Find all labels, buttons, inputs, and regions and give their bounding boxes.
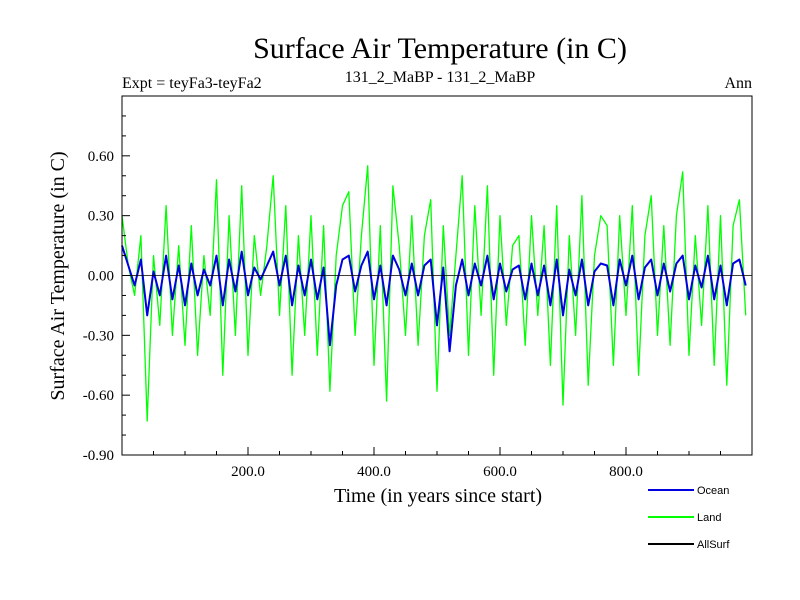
chart-title: Surface Air Temperature (in C)	[253, 32, 627, 65]
plot-lines	[121, 165, 747, 422]
y-tick-label: -0.30	[83, 328, 114, 344]
legend-label-land: Land	[697, 512, 721, 524]
x-tick-label: 200.0	[231, 464, 265, 480]
x-tick-label: 600.0	[483, 464, 517, 480]
x-axis-label: Time (in years since start)	[334, 485, 542, 507]
subtitle-center: 131_2_MaBP - 131_2_MaBP	[345, 69, 536, 86]
y-tick-label: 0.60	[88, 149, 114, 165]
subtitle-right: Ann	[724, 75, 752, 92]
x-tick-label: 400.0	[357, 464, 391, 480]
x-tick-label: 800.0	[609, 464, 643, 480]
subtitle-left: Expt = teyFa3-teyFa2	[122, 75, 262, 92]
series-line-ocean	[121, 245, 747, 353]
legend: Ocean Land AllSurf	[648, 485, 730, 551]
y-tick-label: -0.90	[83, 448, 114, 464]
y-axis-label: Surface Air Temperature (in C)	[47, 151, 69, 400]
legend-label-allsurf: AllSurf	[697, 539, 730, 551]
axis-ticks: 200.0 400.0 600.0 800.0 -0.90 -0.60 -0.30 0.00 0…	[83, 95, 721, 480]
legend-label-ocean: Ocean	[697, 485, 729, 497]
y-tick-label: 0.00	[88, 269, 114, 285]
y-tick-label: 0.30	[88, 209, 114, 225]
y-tick-label: -0.60	[83, 388, 114, 404]
